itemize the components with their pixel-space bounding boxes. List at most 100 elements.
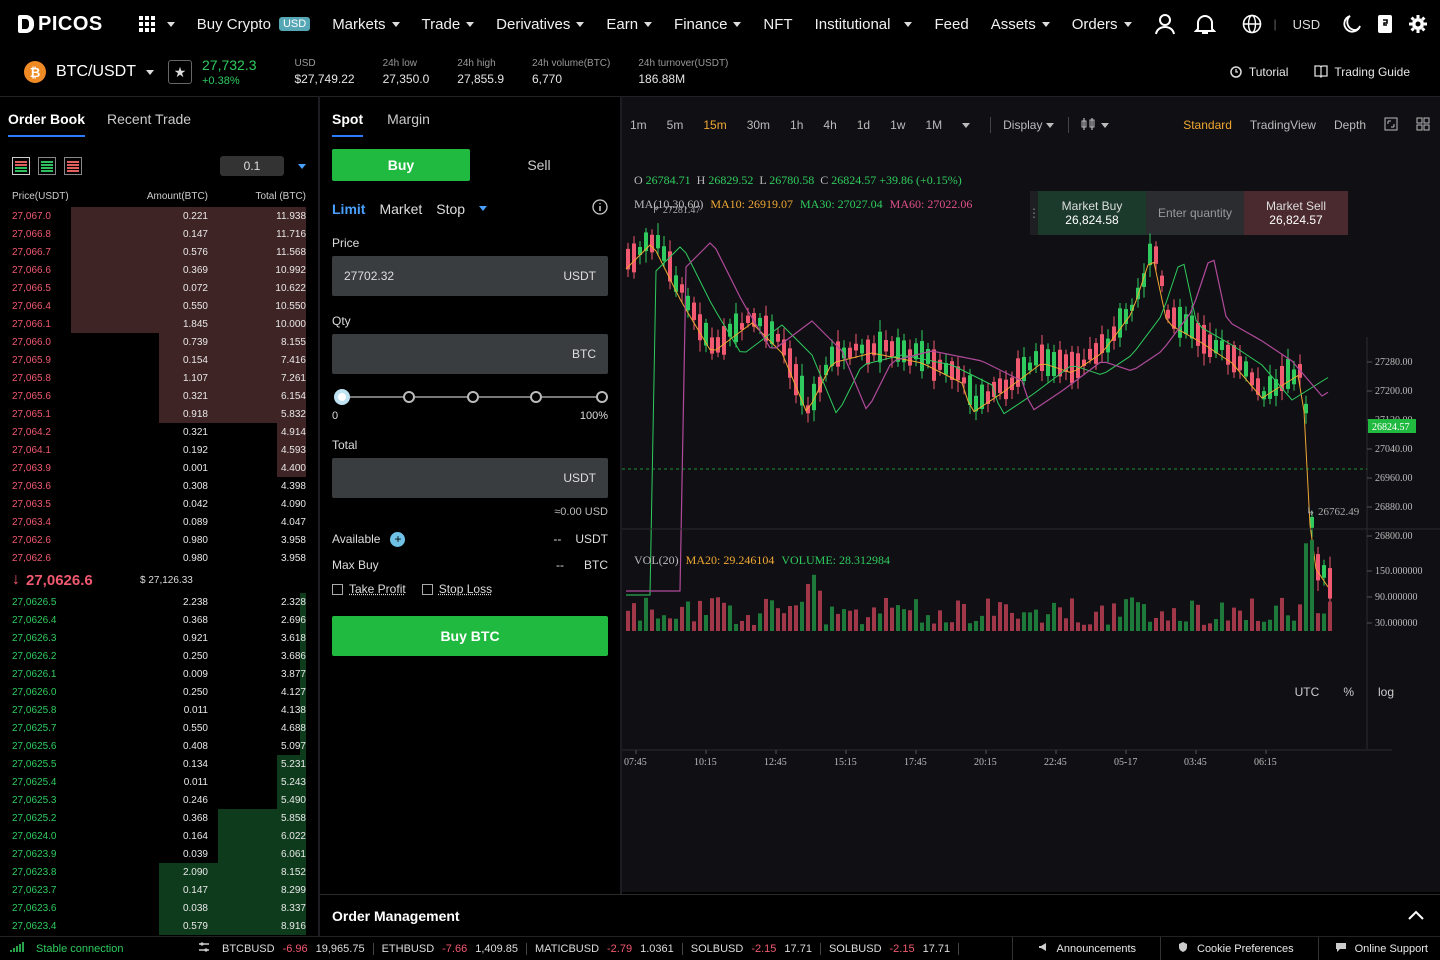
tab-spot[interactable]: Spot [332,111,364,137]
cookie-preferences-link[interactable]: Cookie Preferences [1160,937,1318,960]
announcements-link[interactable]: Announcements [1011,937,1161,960]
bid-row[interactable]: 27,0625.7 0.550 4.688 [0,719,318,737]
ask-row[interactable]: 27,065.9 0.154 7.416 [0,351,318,369]
tab-recent-trade[interactable]: Recent Trade [107,111,192,127]
ask-row[interactable]: 27,066.6 0.369 10.992 [0,261,318,279]
bid-row[interactable]: 27,0623.8 2.090 8.152 [0,863,318,881]
market-sell-button[interactable]: Market Sell 26,824.57 [1244,191,1348,235]
moon-icon[interactable] [1342,14,1362,34]
bid-row[interactable]: 27,0625.8 0.011 4.138 [0,701,318,719]
ask-row[interactable]: 27,063.9 0.001 4.400 [0,459,318,477]
ticker-item[interactable]: SOLBUSD -2.15 17.71 [821,942,960,955]
nav-buy-crypto[interactable]: Buy Crypto USD [197,16,311,33]
bid-row[interactable]: 27,0626.3 0.921 3.618 [0,629,318,647]
timeframe-1w[interactable]: 1w [890,118,906,132]
total-input[interactable]: USDT [332,458,608,498]
stop-loss-checkbox[interactable]: Stop Loss [421,582,492,596]
pair-selector[interactable]: BTC/USDT [56,63,154,81]
logo[interactable]: PICOS [18,13,103,36]
tab-margin[interactable]: Margin [387,111,430,127]
nav-feed[interactable]: Feed [934,16,968,33]
ask-row[interactable]: 27,066.4 0.550 10.550 [0,297,318,315]
chevron-down-icon[interactable] [298,163,306,169]
bid-row[interactable]: 27,0625.5 0.134 5.231 [0,755,318,773]
settings-gear-icon[interactable] [1408,14,1428,34]
chevron-down-icon[interactable] [1101,122,1110,128]
quick-quantity-input[interactable]: Enter quantity [1146,191,1244,235]
slider-step[interactable] [530,391,542,403]
timeframe-5m[interactable]: 5m [666,118,684,132]
bid-row[interactable]: 27,0626.1 0.009 3.877 [0,665,318,683]
bid-row[interactable]: 27,0626.4 0.368 2.696 [0,611,318,629]
ask-row[interactable]: 27,066.1 1.845 10.000 [0,315,318,333]
deposit-plus-icon[interactable]: + [390,531,406,547]
slider-handle[interactable] [334,389,350,405]
bid-row[interactable]: 27,0625.4 0.011 5.243 [0,773,318,791]
precision-selector[interactable]: 0.1 [220,156,284,176]
ticker-item[interactable]: SOLBUSD -2.15 17.71 [683,942,821,955]
nav-markets[interactable]: Markets [332,16,400,33]
ask-row[interactable]: 27,063.5 0.042 4.090 [0,495,318,513]
buy-tab[interactable]: Buy [332,149,470,181]
bid-row[interactable]: 27,0625.2 0.368 5.858 [0,809,318,827]
timeframe-1d[interactable]: 1d [856,118,871,132]
order-type-limit[interactable]: Limit [332,200,366,217]
slider-step[interactable] [596,391,608,403]
ask-row[interactable]: 27,062.6 0.980 3.958 [0,549,318,567]
ask-row[interactable]: 27,066.5 0.072 10.622 [0,279,318,297]
order-management-bar[interactable]: Order Management [320,894,1440,936]
timeframe-1M[interactable]: 1M [925,118,943,132]
market-buy-button[interactable]: Market Buy 26,824.58 [1038,191,1146,235]
ask-row[interactable]: 27,064.2 0.321 4.914 [0,423,318,441]
tutorial-link[interactable]: Tutorial [1229,64,1288,81]
ask-row[interactable]: 27,063.4 0.089 4.047 [0,513,318,531]
take-profit-checkbox[interactable]: Take Profit [332,582,406,596]
bid-row[interactable]: 27,0625.3 0.246 5.490 [0,791,318,809]
bid-row[interactable]: 27,0623.7 0.147 8.299 [0,881,318,899]
qty-slider[interactable] [332,389,608,405]
slider-step[interactable] [403,391,415,403]
sell-tab[interactable]: Sell [527,157,551,173]
currency-selector[interactable]: USD [1292,16,1321,32]
ask-row[interactable]: 27,067.0 0.221 11.938 [0,207,318,225]
bid-row[interactable]: 27,0624.0 0.164 6.022 [0,827,318,845]
ask-row[interactable]: 27,065.6 0.321 6.154 [0,387,318,405]
buy-btc-button[interactable]: Buy BTC [332,616,608,656]
view-depth[interactable]: Depth [1333,118,1366,132]
fullscreen-icon[interactable] [1384,117,1398,134]
utc-toggle[interactable]: UTC [1294,685,1320,699]
ask-row[interactable]: 27,064.1 0.192 4.593 [0,441,318,459]
online-support-link[interactable]: Online Support [1317,937,1440,960]
slider-step[interactable] [467,391,479,403]
chevron-up-icon[interactable] [1408,909,1424,923]
bid-row[interactable]: 27,0626.0 0.250 4.127 [0,683,318,701]
display-menu[interactable]: Display [1003,118,1043,132]
timeframe-4h[interactable]: 4h [823,118,837,132]
ticker-item[interactable]: MATICBUSD -2.79 1.0361 [527,942,683,955]
order-type-market[interactable]: Market [379,200,423,217]
trading-guide-link[interactable]: Trading Guide [1314,64,1410,81]
nav-earn[interactable]: Earn [606,16,653,33]
nav-derivatives[interactable]: Derivatives [496,16,585,33]
layout-both-icon[interactable] [12,157,30,175]
layout-grid-icon[interactable] [1416,117,1430,134]
apps-menu[interactable] [138,16,175,32]
bid-row[interactable]: 27,0623.6 0.038 8.337 [0,899,318,917]
bell-icon[interactable] [1193,13,1216,35]
info-icon[interactable] [592,199,608,218]
ask-row[interactable]: 27,066.8 0.147 11.716 [0,225,318,243]
bid-row[interactable]: 27,0623.9 0.039 6.061 [0,845,318,863]
ask-row[interactable]: 27,065.8 1.107 7.261 [0,369,318,387]
user-icon[interactable] [1154,13,1176,35]
nav-finance[interactable]: Finance [674,16,742,33]
bid-row[interactable]: 27,0623.4 0.579 8.916 [0,917,318,935]
ticker-item[interactable]: BTCBUSD -6.96 19,965.75 [214,942,374,955]
drag-handle-icon[interactable]: ⋮ [1028,191,1040,235]
chevron-down-icon[interactable] [962,122,971,128]
ask-row[interactable]: 27,066.0 0.739 8.155 [0,333,318,351]
price-input[interactable]: 27702.32 USDT [332,256,608,296]
bid-row[interactable]: 27,0626.5 2.238 2.328 [0,593,318,611]
globe-icon[interactable] [1242,14,1262,34]
tab-order-book[interactable]: Order Book [8,111,86,137]
ticker-item[interactable]: ETHBUSD -7.66 1,409.85 [374,942,528,955]
